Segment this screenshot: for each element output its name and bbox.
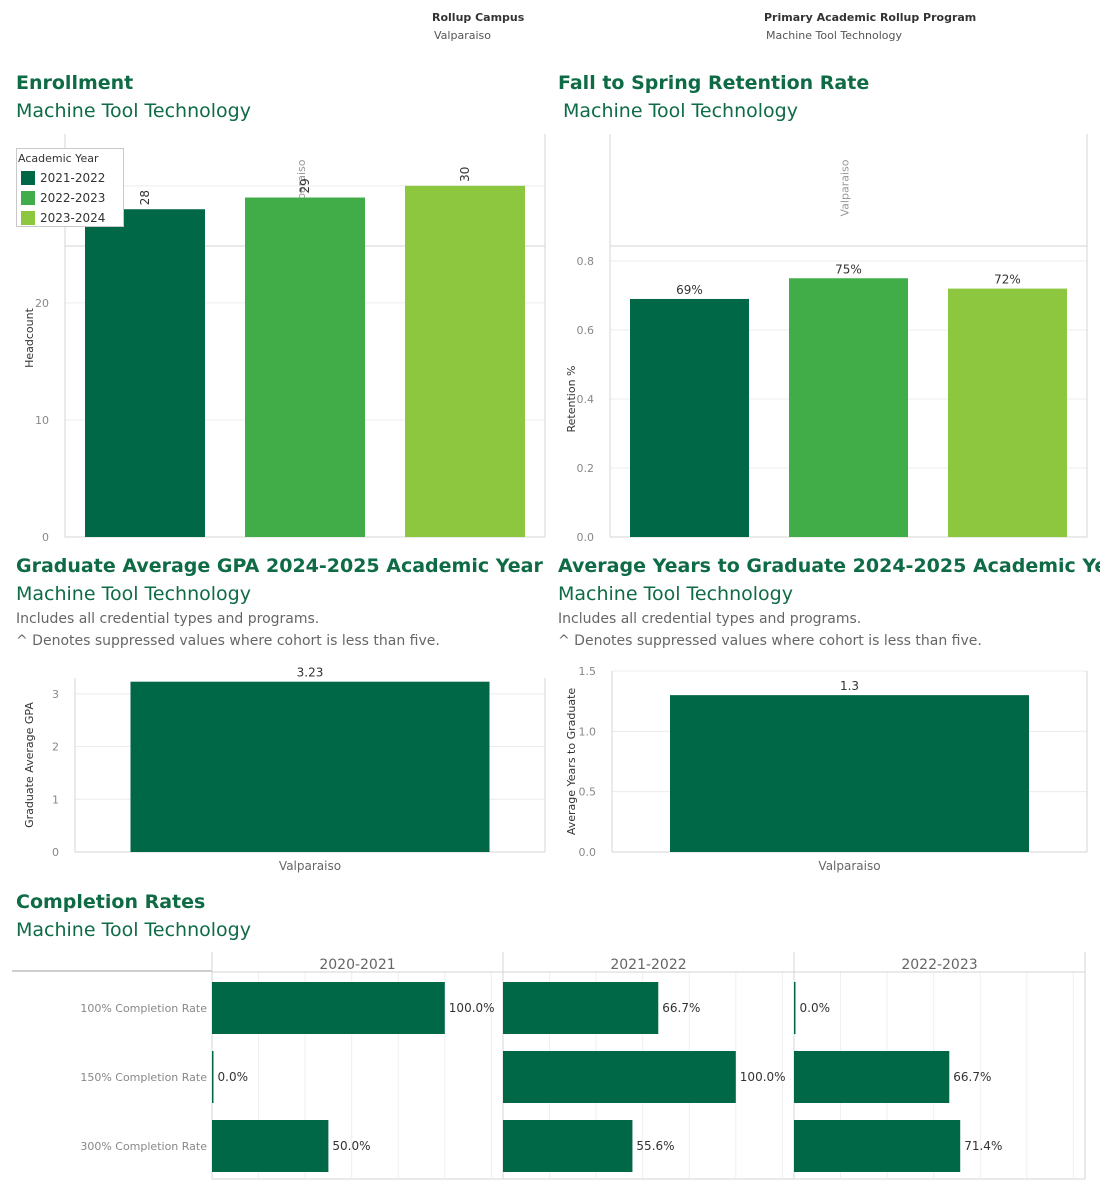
data-label: 100.0% bbox=[449, 1001, 495, 1015]
data-label: 66.7% bbox=[662, 1001, 700, 1015]
y-tick-label: 0.0 bbox=[577, 531, 595, 543]
enrollment-title: Enrollment bbox=[16, 72, 134, 94]
retention-title: Fall to Spring Retention Rate bbox=[558, 72, 870, 94]
legend-item-2023-2024[interactable]: 2023-2024 bbox=[21, 211, 105, 225]
completion-bar bbox=[794, 1051, 950, 1103]
y-tick-label: 0.5 bbox=[579, 786, 597, 799]
completion-bar bbox=[212, 982, 445, 1034]
x-category-label: Valparaiso bbox=[279, 859, 341, 873]
data-label: 66.7% bbox=[953, 1070, 991, 1084]
y-tick-label: 10 bbox=[35, 414, 49, 427]
years-note-credentials: Includes all credential types and progra… bbox=[558, 611, 862, 627]
enrollment-legend[interactable]: Academic Year 2021-2022 2022-2023 2023-2… bbox=[16, 148, 124, 227]
y-axis-title: Average Years to Graduate bbox=[565, 688, 578, 836]
row-label: 100% Completion Rate bbox=[80, 1002, 207, 1015]
panel-header: 2021-2022 bbox=[610, 957, 686, 973]
legend-item-2021-2022[interactable]: 2021-2022 bbox=[21, 171, 105, 185]
data-label: 55.6% bbox=[636, 1139, 674, 1153]
completion-bar bbox=[212, 1051, 214, 1103]
y-tick-label: 1.0 bbox=[579, 725, 597, 738]
y-tick-label: 0.4 bbox=[577, 393, 595, 406]
retention-subtitle: Machine Tool Technology bbox=[563, 100, 798, 122]
program-filter-value[interactable]: Machine Tool Technology bbox=[766, 29, 903, 42]
completion-bar bbox=[503, 1051, 736, 1103]
gpa-note-credentials: Includes all credential types and progra… bbox=[16, 611, 320, 627]
legend-swatch bbox=[21, 211, 35, 225]
data-label: 75% bbox=[835, 262, 862, 276]
data-label: 71.4% bbox=[964, 1139, 1002, 1153]
bar-Valparaiso bbox=[670, 695, 1029, 852]
enrollment-chart: 0102030ValparaisoHeadcount282930 bbox=[23, 134, 546, 543]
legend-label: 2023-2024 bbox=[40, 211, 106, 225]
years-subtitle: Machine Tool Technology bbox=[558, 583, 793, 605]
legend-swatch bbox=[21, 191, 35, 205]
legend-swatch bbox=[21, 171, 35, 185]
panel-label: Valparaiso bbox=[839, 159, 852, 216]
bar-2023-2024 bbox=[405, 185, 525, 537]
campus-filter-value[interactable]: Valparaiso bbox=[434, 29, 491, 42]
data-label: 0.0% bbox=[218, 1070, 249, 1084]
completion-bar bbox=[503, 1120, 633, 1172]
data-label: 1.3 bbox=[840, 679, 859, 693]
y-axis-title: Headcount bbox=[23, 307, 36, 367]
campus-filter-label: Rollup Campus bbox=[432, 11, 525, 24]
years-title: Average Years to Graduate 2024-2025 Acad… bbox=[558, 555, 1100, 577]
y-tick-label: 0 bbox=[42, 531, 49, 543]
bar-Valparaiso bbox=[130, 681, 490, 852]
gpa-title: Graduate Average GPA 2024-2025 Academic … bbox=[16, 555, 543, 577]
gpa-note-suppressed: ^ Denotes suppressed values where cohort… bbox=[16, 633, 440, 649]
data-label: 0.0% bbox=[800, 1001, 831, 1015]
data-label: 50.0% bbox=[332, 1139, 370, 1153]
gpa-chart: 0 1 2 3 Graduate Average GPA 3.23 Valparaiso bbox=[23, 666, 546, 873]
bar-2021-2022 bbox=[630, 298, 749, 537]
row-label: 150% Completion Rate bbox=[80, 1071, 207, 1084]
row-label: 300% Completion Rate bbox=[80, 1140, 207, 1153]
bar-2021-2022 bbox=[85, 209, 205, 537]
legend-label: 2021-2022 bbox=[40, 171, 106, 185]
y-tick-label: 1.5 bbox=[579, 665, 597, 678]
legend-title: Academic Year bbox=[18, 152, 99, 165]
panel-header: 2022-2023 bbox=[901, 957, 977, 973]
data-label: 3.23 bbox=[297, 666, 324, 680]
retention-chart: 0.0 0.2 0.4 0.6 0.8 Valparaiso Retention % 69% 7… bbox=[565, 134, 1088, 543]
data-label: 72% bbox=[994, 273, 1021, 287]
data-label: 30 bbox=[458, 167, 472, 182]
completion-subtitle: Machine Tool Technology bbox=[16, 919, 251, 941]
y-axis-title: Retention % bbox=[565, 366, 578, 433]
y-tick-label: 0.8 bbox=[577, 255, 595, 268]
enrollment-subtitle: Machine Tool Technology bbox=[16, 100, 251, 122]
gpa-subtitle: Machine Tool Technology bbox=[16, 583, 251, 605]
y-tick-label: 0.0 bbox=[579, 846, 597, 859]
completion-bar bbox=[794, 1120, 961, 1172]
bar-2022-2023 bbox=[789, 278, 908, 537]
program-filter-label: Primary Academic Rollup Program bbox=[764, 11, 977, 24]
completion-bar bbox=[212, 1120, 329, 1172]
y-tick-label: 20 bbox=[35, 297, 49, 310]
y-tick-label: 0.2 bbox=[577, 462, 595, 475]
x-category-label: Valparaiso bbox=[818, 859, 880, 873]
completion-bar bbox=[503, 982, 659, 1034]
bar-2022-2023 bbox=[245, 197, 365, 537]
data-label: 100.0% bbox=[740, 1070, 786, 1084]
bar-2023-2024 bbox=[948, 288, 1067, 537]
completion-bar bbox=[794, 982, 796, 1034]
y-tick-label: 3 bbox=[52, 688, 59, 701]
y-axis-title: Graduate Average GPA bbox=[23, 702, 36, 828]
panel-header: 2020-2021 bbox=[319, 957, 395, 973]
y-tick-label: 1 bbox=[52, 793, 59, 806]
y-tick-label: 2 bbox=[52, 741, 59, 754]
years-note-suppressed: ^ Denotes suppressed values where cohort… bbox=[558, 633, 982, 649]
completion-title: Completion Rates bbox=[16, 891, 206, 913]
completion-chart: 100% Completion Rate 150% Completion Rate… bbox=[12, 952, 1086, 1180]
legend-item-2022-2023[interactable]: 2022-2023 bbox=[21, 191, 105, 205]
y-tick-label: 0.6 bbox=[577, 324, 595, 337]
data-label: 29 bbox=[298, 178, 312, 193]
data-label: 28 bbox=[138, 190, 152, 205]
data-label: 69% bbox=[676, 283, 703, 297]
legend-label: 2022-2023 bbox=[40, 191, 106, 205]
y-tick-label: 0 bbox=[52, 846, 59, 859]
